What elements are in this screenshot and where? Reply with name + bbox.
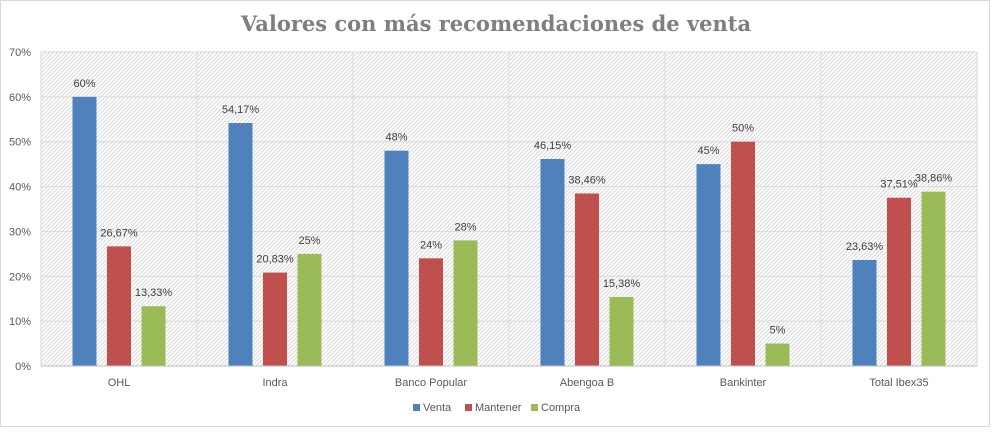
y-axis-ticks: 0% 10% 20% 30% 40% 50% 60% 70% <box>9 47 31 373</box>
data-label: 60% <box>73 78 95 90</box>
bar-venta <box>696 164 721 366</box>
chart-title: Valores con más recomendaciones de venta <box>240 11 752 36</box>
data-label: 46,15% <box>534 140 572 152</box>
bar-venta <box>384 150 409 366</box>
y-tick-label: 60% <box>9 92 31 104</box>
bar-compra <box>141 306 166 366</box>
y-tick-label: 30% <box>9 226 31 238</box>
x-axis-ticks: OHL Indra Banco Popular Abengoa B Bankinter T… <box>41 365 977 389</box>
data-label: 54,17% <box>222 104 260 116</box>
data-label: 15,38% <box>603 278 641 290</box>
legend: Venta Mantener Compra <box>413 402 581 414</box>
legend-swatch-venta <box>413 404 420 411</box>
data-labels: 60% 26,67% 13,33% 54,17% 20,83% 25% 48% 24% 28% 4… <box>73 78 952 337</box>
x-tick-label: OHL <box>108 377 131 389</box>
bar-venta <box>72 96 97 366</box>
data-label: 28% <box>454 221 476 233</box>
data-label: 50% <box>732 123 754 135</box>
bar-mantener <box>107 246 131 366</box>
bar-mantener <box>419 258 443 366</box>
x-tick-label: Abengoa B <box>560 377 614 389</box>
data-label: 38,46% <box>568 174 606 186</box>
bar-mantener <box>731 141 755 366</box>
data-label: 48% <box>385 132 407 144</box>
data-label: 26,67% <box>100 227 138 239</box>
bar-compra <box>453 240 478 366</box>
bar-venta <box>228 123 253 367</box>
bars <box>72 96 946 367</box>
bar-mantener <box>263 272 287 366</box>
bar-compra <box>765 343 790 366</box>
x-tick-label: Indra <box>262 377 288 389</box>
bar-compra <box>297 253 322 366</box>
data-label: 5% <box>770 325 786 337</box>
data-label: 24% <box>420 239 442 251</box>
bar-venta <box>540 158 565 366</box>
data-label: 13,33% <box>135 287 173 299</box>
x-tick-label: Total Ibex35 <box>869 377 928 389</box>
legend-label: Venta <box>423 402 452 414</box>
bar-compra <box>921 191 946 366</box>
bar-mantener <box>575 193 599 366</box>
y-tick-label: 0% <box>15 361 31 373</box>
chart-frame: Valores con más recomendaciones de venta… <box>0 0 990 427</box>
gridlines <box>40 51 978 367</box>
y-tick-label: 70% <box>9 47 31 59</box>
y-tick-label: 40% <box>9 182 31 194</box>
legend-swatch-mantener <box>465 404 472 411</box>
legend-label: Mantener <box>475 402 522 414</box>
bar-mantener <box>887 197 911 366</box>
data-label: 37,51% <box>880 179 918 191</box>
data-label: 45% <box>697 145 719 157</box>
bar-venta <box>852 260 877 366</box>
y-tick-label: 50% <box>9 137 31 149</box>
x-tick-label: Banco Popular <box>395 377 467 389</box>
y-tick-label: 20% <box>9 271 31 283</box>
legend-swatch-compra <box>531 404 538 411</box>
bar-compra <box>609 297 634 366</box>
data-label: 23,63% <box>846 241 884 253</box>
legend-label: Compra <box>541 402 581 414</box>
y-tick-label: 10% <box>9 316 31 328</box>
x-tick-label: Bankinter <box>720 377 767 389</box>
data-label: 38,86% <box>915 173 953 185</box>
data-label: 20,83% <box>256 254 294 266</box>
data-label: 25% <box>298 235 320 247</box>
chart-svg: Valores con más recomendaciones de venta… <box>9 11 978 414</box>
